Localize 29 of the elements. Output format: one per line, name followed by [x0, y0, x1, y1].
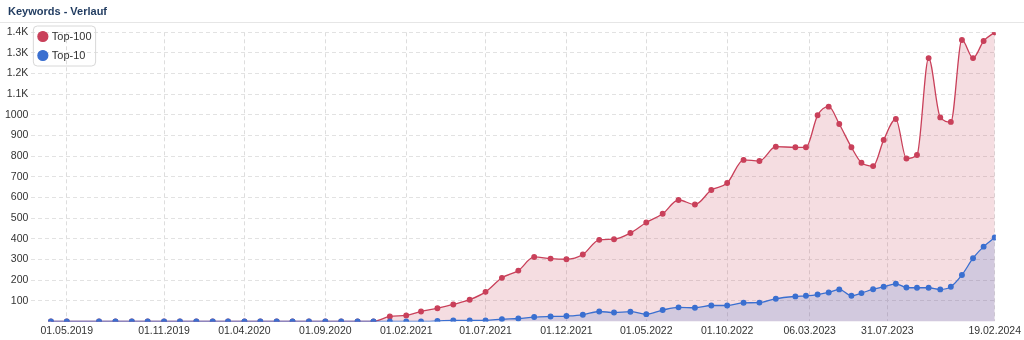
y-tick-label: 800	[10, 149, 29, 162]
y-tick-label: 900	[10, 128, 29, 141]
x-tick-label: 01.04.2020	[218, 323, 271, 336]
x-tick-label: 31.07.2023	[861, 323, 914, 336]
x-tick-label: 01.11.2019	[138, 323, 191, 336]
chart-title: Keywords - Verlauf	[0, 0, 1024, 23]
y-tick-label: 700	[10, 169, 29, 182]
x-tick-label: 01.07.2021	[459, 323, 512, 336]
x-tick-label: 01.09.2020	[299, 323, 352, 336]
y-tick-label: 500	[10, 211, 29, 224]
x-tick-label: 01.05.2019	[40, 323, 94, 336]
x-tick-label: 01.10.2022	[700, 323, 754, 336]
x-tick-label: 01.12.2021	[540, 323, 593, 336]
y-tick-label: 1.4K	[6, 25, 29, 38]
y-tick-label: 1.3K	[6, 45, 29, 58]
x-tick-label: 06.03.2023	[783, 323, 837, 336]
x-tick-label: 01.05.2022	[620, 323, 673, 336]
y-tick-label: 1.1K	[6, 87, 29, 100]
legend-label: Top-10	[51, 48, 86, 61]
y-tick-label: 100	[10, 293, 29, 306]
y-tick-label: 600	[10, 190, 29, 203]
y-tick-label: 1000	[5, 107, 29, 120]
legend-label: Top-100	[51, 29, 92, 42]
y-tick-label: 1.2K	[6, 66, 29, 79]
y-tick-label: 300	[10, 252, 29, 265]
x-tick-label: 19.02.2024	[968, 323, 1022, 336]
y-tick-label: 200	[10, 272, 29, 285]
x-tick-label: 01.02.2021	[379, 323, 433, 336]
y-tick-label: 400	[10, 231, 29, 244]
